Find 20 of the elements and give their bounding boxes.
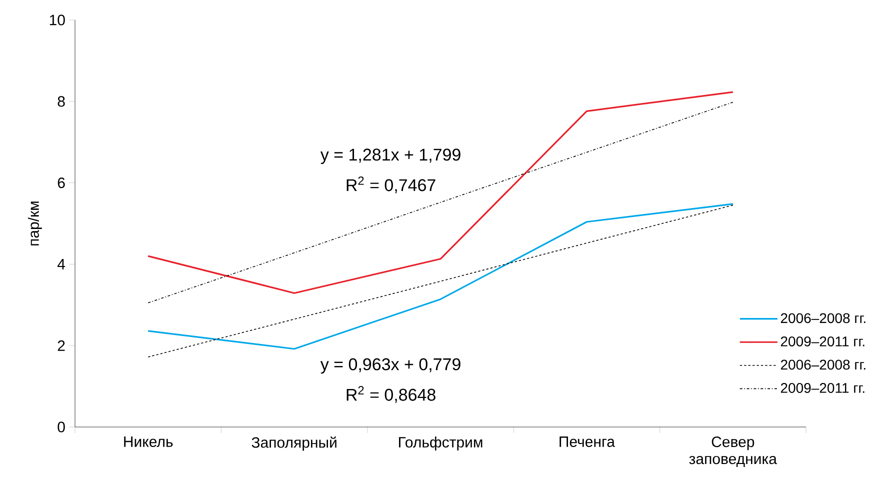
legend-label: 2006–2008 гг. bbox=[780, 313, 866, 324]
y-tick-label: 8 bbox=[58, 96, 65, 107]
y-tick-label: 6 bbox=[58, 177, 65, 188]
annotation: y = 1,281x + 1,799 bbox=[320, 148, 460, 164]
x-tick-label: Север заповедника bbox=[689, 436, 777, 467]
x-tick-label: Печенга bbox=[560, 436, 615, 447]
annotation: R$^{2}$ = 0,8648 bbox=[346, 386, 436, 403]
y-tick-label: 10 bbox=[50, 14, 65, 26]
annotation: R$^{2}$ = 0,7467 bbox=[346, 176, 436, 194]
x-tick-label: Заполярный bbox=[252, 436, 336, 451]
y-tick-label: 0 bbox=[58, 422, 65, 432]
y-tick-label: 2 bbox=[58, 340, 65, 351]
y-axis-title: пар/км bbox=[28, 202, 42, 246]
legend-label: 2009–2011 гг. bbox=[780, 383, 864, 393]
x-tick-label: Гольфстрим bbox=[399, 436, 482, 451]
legend-label: 2006–2008 гг. bbox=[780, 360, 866, 370]
annotation: y = 0,963x + 0,779 bbox=[320, 358, 460, 374]
y-tick-label: 4 bbox=[57, 259, 66, 270]
legend-label: 2009–2011 гг. bbox=[780, 336, 864, 346]
x-tick-label: Никель bbox=[124, 436, 173, 447]
